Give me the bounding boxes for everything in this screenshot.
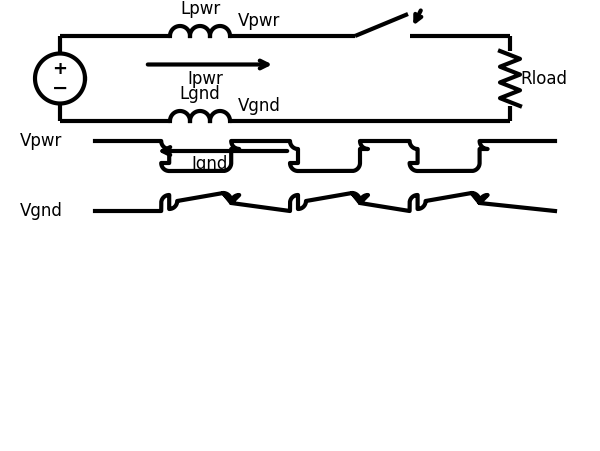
Text: Ipwr: Ipwr xyxy=(187,69,223,87)
Text: Vgnd: Vgnd xyxy=(238,97,281,115)
Text: Lgnd: Lgnd xyxy=(179,85,220,103)
Text: SW: SW xyxy=(373,0,401,4)
Text: −: − xyxy=(52,78,68,97)
Text: Lpwr: Lpwr xyxy=(180,0,220,18)
Text: Ignd: Ignd xyxy=(192,155,228,173)
Text: Rload: Rload xyxy=(520,69,567,87)
Text: Vpwr: Vpwr xyxy=(20,132,62,150)
Text: Vpwr: Vpwr xyxy=(238,12,280,30)
Text: +: + xyxy=(53,60,67,78)
Text: Vgnd: Vgnd xyxy=(20,202,63,220)
